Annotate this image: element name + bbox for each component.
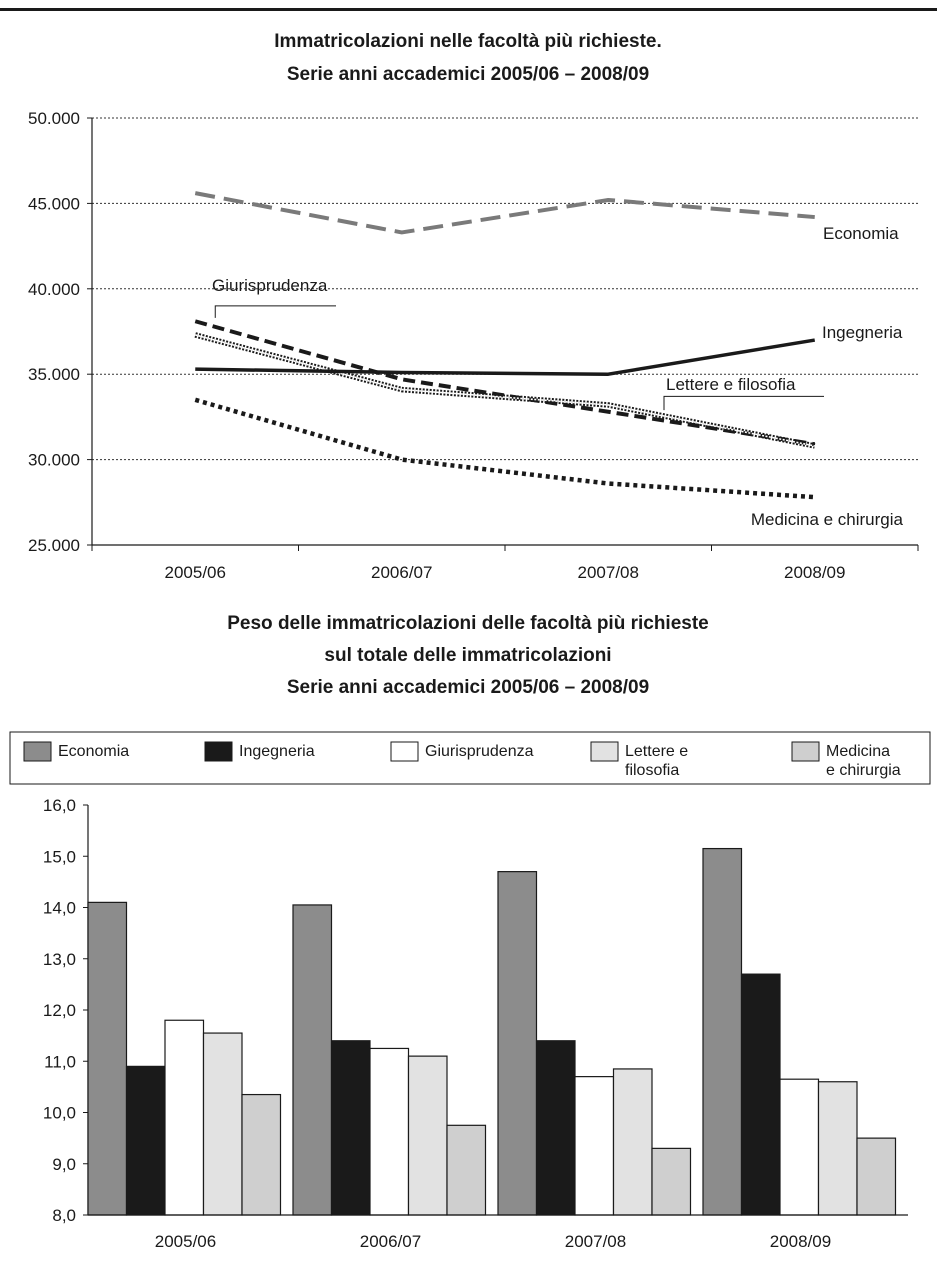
lettere-leader-line	[663, 395, 824, 411]
bar-chart-title-line-1: Peso delle immatricolazioni delle facolt…	[227, 613, 709, 634]
legend-label: Medicina	[826, 743, 890, 760]
line-chart-y-tick-label: 30.000	[28, 451, 80, 470]
bar-chart-x-tick-label: 2005/06	[155, 1232, 216, 1251]
bar-chart-y-tick-label: 13,0	[43, 950, 76, 969]
line-series-ingegneria	[195, 338, 816, 376]
line-chart-x-tick-label: 2005/06	[165, 563, 226, 582]
line-series-medicina-e-chirurgia	[194, 397, 815, 500]
legend-item-giurisprudenza: Giurisprudenza	[390, 741, 534, 762]
line-chart-title-line-1: Immatricolazioni nelle facoltà più richi…	[274, 31, 662, 52]
line-chart-title-line-2: Serie anni accademici 2005/06 – 2008/09	[287, 64, 649, 85]
bar-chart-y-tick-label: 10,0	[43, 1104, 76, 1123]
bar-chart-title-line-2: sul totale delle immatricolazioni	[324, 645, 611, 666]
bar-giurisprudenza-2008-09	[779, 1078, 820, 1216]
legend-swatch-medicina-e-chirurgia	[791, 741, 820, 762]
legend-label: filosofia	[625, 762, 679, 779]
line-series-lettere-e-filosofia-inner	[195, 334, 815, 447]
bar-chart-y-tick-label: 16,0	[43, 796, 76, 815]
bar-medicina-e-chirurgia-2005-06	[241, 1093, 282, 1216]
line-label-economia: Economia	[823, 224, 899, 243]
line-label-lettere-e-filosofia: Lettere e filosofia	[666, 375, 796, 394]
line-label-giurisprudenza: Giurisprudenza	[212, 276, 328, 295]
bar-chart-x-tick-label: 2007/08	[565, 1232, 626, 1251]
line-chart-y-tick-label: 35.000	[28, 365, 80, 384]
bar-chart-x-tick-label: 2008/09	[770, 1232, 831, 1251]
line-chart-x-tick-label: 2008/09	[784, 563, 845, 582]
bar-ingegneria-2006-07	[330, 1040, 371, 1216]
bar-medicina-e-chirurgia-2006-07	[446, 1124, 487, 1216]
bar-chart-y-tick-label: 15,0	[43, 847, 76, 866]
line-label-medicina-e-chirurgia: Medicina e chirurgia	[751, 510, 904, 529]
legend-label: Economia	[58, 743, 129, 760]
legend-item-medicina-e-chirurgia: Medicina e chirurgia	[791, 741, 901, 779]
bar-chart-x-tick-label: 2006/07	[360, 1232, 421, 1251]
bar-ingegneria-2008-09	[740, 973, 781, 1216]
line-chart-y-tick-label: 50.000	[28, 109, 80, 128]
bar-economia-2007-08	[497, 871, 538, 1216]
bar-chart-y-tick-label: 14,0	[43, 899, 76, 918]
line-label-ingegneria: Ingegneria	[822, 323, 903, 342]
bar-medicina-e-chirurgia-2007-08	[651, 1147, 692, 1216]
bar-lettere-e-filosofia-2008-09	[817, 1081, 858, 1216]
line-chart-x-tick-label: 2007/08	[578, 563, 639, 582]
bar-chart-y-tick-label: 12,0	[43, 1001, 76, 1020]
bar-lettere-e-filosofia-2007-08	[612, 1068, 653, 1216]
legend-box	[9, 731, 931, 785]
bar-giurisprudenza-2006-07	[369, 1047, 410, 1216]
legend-label: Giurisprudenza	[425, 743, 534, 760]
legend-swatch-ingegneria	[204, 741, 233, 762]
bar-ingegneria-2005-06	[125, 1065, 166, 1216]
bar-economia-2006-07	[292, 904, 333, 1216]
bar-giurisprudenza-2007-08	[574, 1076, 615, 1216]
legend-swatch-economia	[23, 741, 52, 762]
line-chart-x-tick-label: 2006/07	[371, 563, 432, 582]
bar-medicina-e-chirurgia-2008-09	[856, 1137, 897, 1216]
legend-label: Lettere e	[625, 743, 688, 760]
line-chart-y-tick-label: 25.000	[28, 536, 80, 555]
bar-lettere-e-filosofia-2006-07	[407, 1055, 448, 1216]
legend-item-lettere-e-filosofia: Lettere e filosofia	[590, 741, 688, 779]
bar-economia-2008-09	[702, 847, 743, 1216]
bar-chart-title-line-3: Serie anni accademici 2005/06 – 2008/09	[287, 677, 649, 698]
bar-chart-y-tick-label: 11,0	[44, 1052, 76, 1071]
line-series-economia	[194, 191, 815, 235]
legend-label: e chirurgia	[826, 762, 901, 779]
bar-giurisprudenza-2005-06	[164, 1019, 205, 1216]
bar-lettere-e-filosofia-2005-06	[202, 1032, 243, 1216]
bar-ingegneria-2007-08	[535, 1040, 576, 1216]
line-chart-y-tick-label: 45.000	[28, 194, 80, 213]
bar-chart-y-tick-label: 8,0	[52, 1206, 76, 1225]
legend-swatch-lettere-e-filosofia	[590, 741, 619, 762]
bar-economia-2005-06	[87, 901, 128, 1216]
legend-item-ingegneria: Ingegneria	[204, 741, 315, 762]
legend-swatch-giurisprudenza	[390, 741, 419, 762]
line-chart-y-tick-label: 40.000	[28, 280, 80, 299]
legend-item-economia: Economia	[23, 741, 129, 762]
giurisprudenza-leader-line	[214, 305, 336, 318]
legend-label: Ingegneria	[239, 743, 315, 760]
top-rule	[0, 8, 937, 11]
bar-chart-y-tick-label: 9,0	[52, 1155, 76, 1174]
